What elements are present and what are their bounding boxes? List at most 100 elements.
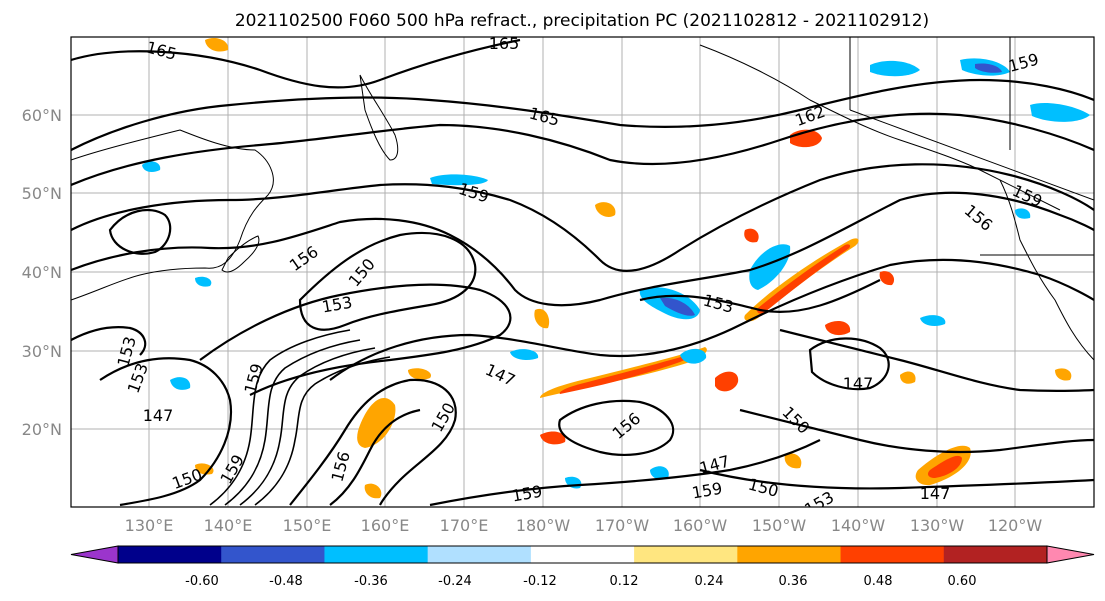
shade-yellow-1 xyxy=(595,202,616,217)
contour-west-153 xyxy=(71,326,147,356)
shade-yellow-4 xyxy=(540,431,566,445)
contour-tight-2 xyxy=(224,339,361,506)
shade-yellow-6 xyxy=(205,38,229,52)
shade-ne-red xyxy=(757,244,851,314)
shade-blue-3 xyxy=(680,348,707,364)
colorbar-tick-label: -0.48 xyxy=(269,574,303,589)
contour-tight-3 xyxy=(239,347,376,506)
shaded-negative-areas xyxy=(142,58,1090,489)
latitude-labels: 60°N 50°N 40°N 30°N 20°N xyxy=(22,106,62,439)
contour-147-bottom xyxy=(699,468,1094,490)
lat-label: 60°N xyxy=(22,106,62,125)
shade-blue-10 xyxy=(920,315,946,326)
shade-blue-1-dark xyxy=(660,297,695,316)
colorbar-tick-label: -0.24 xyxy=(438,574,472,589)
shade-blue-11 xyxy=(170,377,191,390)
contour-tight-4 xyxy=(254,356,391,506)
contour-label: 147 xyxy=(143,406,174,425)
shade-south-red xyxy=(927,455,962,478)
shade-yellow-7 xyxy=(408,368,431,380)
shade-blue-4 xyxy=(650,466,669,480)
coast-kamchatka xyxy=(359,74,399,161)
lon-label: 130°E xyxy=(125,516,174,535)
lat-label: 50°N xyxy=(22,184,62,203)
colorbar-segment xyxy=(118,546,222,563)
contour-150-right xyxy=(739,408,1094,454)
shaded-positive-areas xyxy=(195,38,1072,499)
shade-yellow-2 xyxy=(534,308,550,329)
contour-156-upper xyxy=(71,191,1094,307)
shade-yellow-10 xyxy=(744,228,759,243)
colorbar-segment xyxy=(324,546,429,563)
lon-label: 120°W xyxy=(988,516,1043,535)
contour-147-right xyxy=(779,328,1094,392)
contour-150-bottom xyxy=(289,378,457,506)
map-border xyxy=(70,36,1095,508)
contour-156-loop-bottom xyxy=(558,399,675,456)
shade-blue-14 xyxy=(195,276,212,287)
shade-band-red xyxy=(559,355,690,394)
colorbar-tick-label: -0.60 xyxy=(185,574,219,589)
colorbar-segment xyxy=(530,546,635,563)
contour-150-loop xyxy=(298,231,477,331)
shade-blue-9 xyxy=(1030,103,1090,122)
colorbar-segment xyxy=(943,546,1048,563)
colorbar-segment xyxy=(737,546,842,563)
longitude-labels: 130°E 140°E 150°E 160°E 170°E 180°W 170°… xyxy=(125,516,1043,535)
shade-yellow-11 xyxy=(900,371,916,384)
contour-label: 165 xyxy=(489,34,520,53)
contour-label: 147 xyxy=(920,484,951,503)
colorbar xyxy=(70,545,1095,564)
lon-label: 170°W xyxy=(595,516,650,535)
contour-147-lobe xyxy=(808,337,890,391)
shade-yellow-3 xyxy=(825,320,851,336)
shade-blue-7 xyxy=(870,60,920,77)
shade-blue-5 xyxy=(430,174,488,186)
shade-blue-13 xyxy=(1015,208,1031,219)
border-canada xyxy=(849,37,1094,256)
contour-165-north xyxy=(71,38,521,89)
colorbar-segment xyxy=(221,546,325,563)
lon-label: 160°W xyxy=(673,516,728,535)
coastlines xyxy=(71,37,1094,361)
colorbar-tick-label: 0.36 xyxy=(779,574,808,589)
contour-159-upper xyxy=(71,163,1094,272)
lon-label: 160°E xyxy=(361,516,410,535)
shade-blue-2 xyxy=(749,244,791,290)
colorbar-tick-label: -0.12 xyxy=(523,574,557,589)
shade-blue-12 xyxy=(510,349,539,360)
contour-147-mid xyxy=(329,258,1094,381)
colorbar-tick-label: -0.36 xyxy=(354,574,388,589)
shade-yellow-9 xyxy=(364,483,382,499)
colorbar-tick-label: 0.24 xyxy=(695,574,724,589)
contour-tight-1 xyxy=(209,329,351,506)
colorbar-tick-labels: -0.60 -0.48 -0.36 -0.24 -0.12 0.12 0.24 … xyxy=(185,574,976,589)
shade-yellow-12 xyxy=(1055,368,1072,381)
map-title: 2021102500 F060 500 hPa refract., precip… xyxy=(235,11,929,31)
colorbar-segment xyxy=(427,546,532,563)
colorbar-segment xyxy=(840,546,945,563)
coast-japan xyxy=(221,235,260,273)
colorbar-segment xyxy=(634,546,738,563)
lat-label: 30°N xyxy=(22,342,62,361)
colorbar-border xyxy=(117,545,1048,564)
colorbar-extend-max xyxy=(1046,545,1095,564)
gridlines xyxy=(71,37,1094,507)
lat-label: 40°N xyxy=(22,263,62,282)
coast-asia xyxy=(71,129,274,301)
lon-label: 130°W xyxy=(910,516,965,535)
shade-yellow-5 xyxy=(784,453,802,469)
coast-alaska xyxy=(699,44,1061,211)
shade-mid-orange xyxy=(715,371,739,392)
contour-159-bottom xyxy=(429,439,821,507)
shade-yellow-13 xyxy=(879,271,895,286)
colorbar-tick-label: 0.48 xyxy=(864,574,893,589)
lon-label: 170°E xyxy=(440,516,489,535)
contour-156-bottom xyxy=(329,408,421,506)
colorbar-extend-min xyxy=(70,545,119,564)
contour-153-right xyxy=(639,279,881,314)
lon-label: 150°E xyxy=(283,516,332,535)
contour-165-main xyxy=(71,78,1094,151)
contour-label: 147 xyxy=(843,374,874,393)
